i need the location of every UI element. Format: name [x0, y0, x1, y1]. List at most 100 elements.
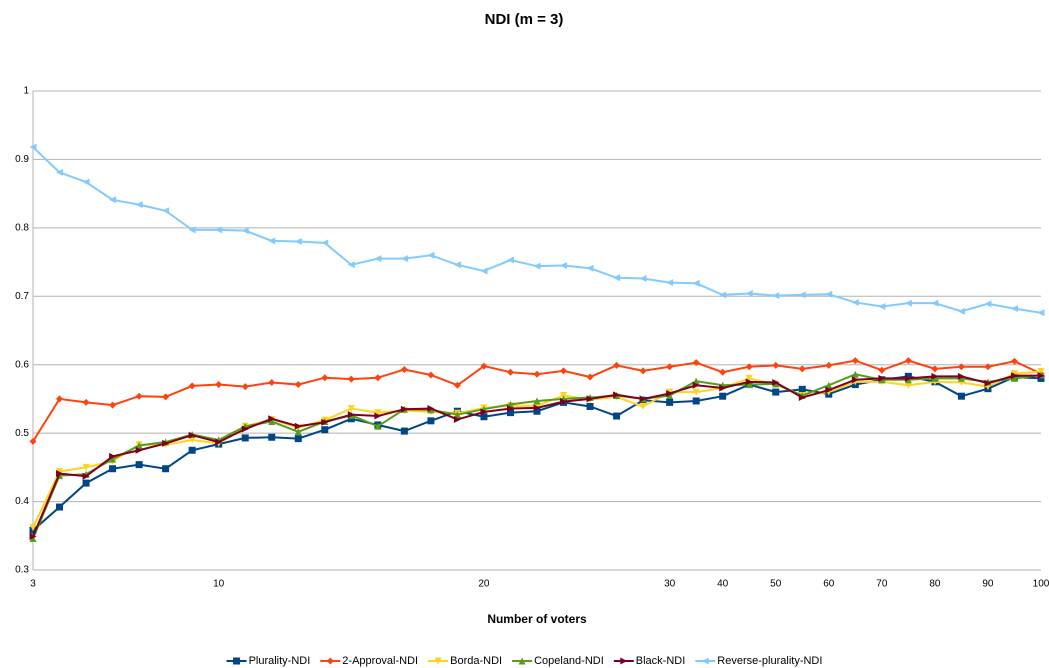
data-point	[506, 405, 514, 413]
legend-label: Copeland-NDI	[534, 655, 604, 667]
legend-label: Plurality-NDI	[249, 655, 311, 667]
data-point	[374, 374, 382, 382]
data-point	[56, 467, 64, 475]
data-point	[135, 392, 143, 400]
data-point	[586, 402, 594, 410]
data-point	[109, 455, 117, 463]
y-tick-label: 0.3	[15, 565, 29, 576]
data-point	[453, 261, 461, 269]
data-point	[56, 168, 64, 176]
x-tick-label: 90	[982, 579, 994, 590]
data-point	[692, 397, 700, 405]
data-point	[427, 371, 435, 379]
x-axis-title: Number of voters	[487, 612, 587, 626]
data-point	[613, 361, 621, 369]
data-point	[162, 439, 170, 447]
y-tick-label: 0.5	[15, 428, 29, 439]
data-point	[639, 395, 647, 403]
data-point	[321, 426, 329, 434]
data-point	[639, 367, 647, 375]
data-point	[931, 374, 939, 382]
legend-label: 2-Approval-NDI	[342, 655, 418, 667]
data-point	[666, 363, 674, 371]
data-point	[851, 376, 859, 384]
data-point	[533, 370, 541, 378]
data-point	[215, 381, 223, 389]
data-point	[82, 398, 90, 406]
data-point	[772, 292, 780, 300]
data-point	[56, 470, 64, 478]
legend-label: Black-NDI	[636, 655, 686, 667]
data-point	[241, 434, 249, 442]
data-point	[56, 503, 64, 511]
data-point	[294, 381, 302, 389]
data-point	[347, 411, 355, 419]
data-point	[135, 441, 143, 449]
data-point	[294, 238, 302, 246]
data-point	[400, 366, 408, 374]
data-point	[719, 384, 727, 392]
data-point	[825, 290, 833, 298]
data-point	[268, 415, 276, 423]
data-point	[957, 392, 965, 400]
data-point	[374, 255, 382, 263]
data-point	[878, 366, 886, 374]
data-point	[427, 417, 435, 425]
data-point	[825, 386, 833, 394]
data-point	[241, 425, 249, 433]
data-point	[294, 428, 302, 436]
data-point	[241, 383, 249, 391]
data-point	[268, 237, 276, 245]
data-point	[957, 372, 965, 380]
data-point	[745, 378, 753, 386]
data-point	[692, 359, 700, 367]
data-point	[506, 256, 514, 264]
data-point	[560, 398, 568, 406]
data-point	[825, 381, 833, 389]
data-point	[745, 374, 753, 382]
data-point	[188, 382, 196, 390]
data-point	[692, 388, 700, 396]
data-point	[82, 479, 90, 487]
y-tick-label: 0.6	[15, 359, 29, 370]
series-line	[32, 146, 1042, 314]
data-point	[109, 196, 117, 204]
data-point	[453, 381, 461, 389]
data-point	[772, 379, 780, 387]
data-point	[480, 408, 488, 416]
data-point	[480, 362, 488, 370]
data-point	[29, 437, 37, 445]
data-point	[215, 226, 223, 234]
data-point	[321, 418, 329, 426]
data-point	[480, 413, 488, 421]
data-point	[984, 300, 992, 308]
legend-marker	[620, 657, 628, 665]
data-point	[1010, 305, 1018, 313]
data-point	[719, 392, 727, 400]
data-point	[374, 422, 382, 430]
data-point	[162, 207, 170, 215]
data-point	[931, 365, 939, 373]
data-point	[931, 372, 939, 380]
x-tick-label: 10	[213, 579, 225, 590]
data-point	[453, 411, 461, 419]
data-point	[1010, 370, 1018, 378]
data-point	[586, 264, 594, 272]
data-point	[984, 363, 992, 371]
data-point	[56, 395, 64, 403]
data-point	[639, 274, 647, 282]
data-point	[321, 239, 329, 247]
data-point	[109, 452, 117, 460]
legend-marker	[233, 657, 241, 665]
data-point	[957, 307, 965, 315]
data-point	[109, 401, 117, 409]
data-point	[772, 388, 780, 396]
data-point	[904, 299, 912, 307]
data-point	[294, 422, 302, 430]
data-point	[957, 374, 965, 382]
data-point	[162, 465, 170, 473]
data-point	[480, 267, 488, 275]
data-point	[294, 435, 302, 443]
